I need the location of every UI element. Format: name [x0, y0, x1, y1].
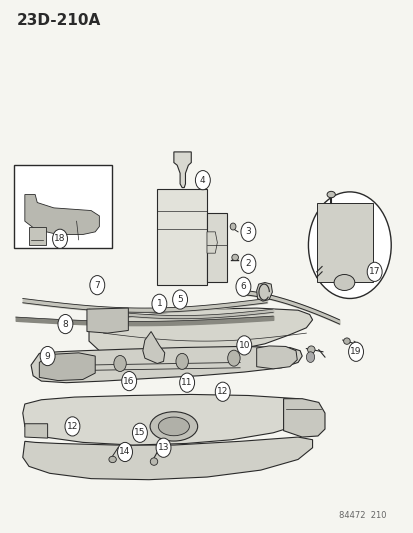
Circle shape [152, 294, 166, 313]
Polygon shape [316, 203, 372, 282]
Text: 9: 9 [45, 352, 50, 360]
Text: 17: 17 [368, 268, 380, 276]
Polygon shape [283, 399, 324, 437]
Circle shape [58, 314, 73, 334]
Text: 8: 8 [62, 320, 68, 328]
Circle shape [179, 373, 194, 392]
Ellipse shape [333, 274, 354, 290]
Ellipse shape [150, 412, 197, 441]
Circle shape [114, 356, 126, 372]
Text: 12: 12 [216, 387, 228, 396]
Polygon shape [87, 308, 128, 333]
Polygon shape [89, 308, 312, 358]
Circle shape [240, 222, 255, 241]
Text: 2: 2 [245, 260, 251, 268]
Circle shape [215, 382, 230, 401]
Circle shape [172, 290, 187, 309]
Circle shape [227, 350, 240, 366]
Polygon shape [39, 353, 95, 381]
Ellipse shape [230, 223, 235, 230]
Polygon shape [25, 424, 47, 438]
Polygon shape [256, 282, 272, 301]
Circle shape [40, 346, 55, 366]
Polygon shape [256, 346, 297, 369]
Circle shape [121, 372, 136, 391]
Polygon shape [23, 394, 312, 445]
Circle shape [236, 336, 251, 355]
Ellipse shape [109, 456, 116, 463]
Ellipse shape [150, 458, 157, 465]
Circle shape [348, 342, 363, 361]
Polygon shape [25, 195, 99, 235]
Text: 5: 5 [177, 295, 183, 304]
Circle shape [366, 262, 381, 281]
Text: 14: 14 [119, 448, 131, 456]
Circle shape [306, 352, 314, 362]
Text: 23D-210A: 23D-210A [17, 13, 101, 28]
Circle shape [90, 276, 104, 295]
Polygon shape [157, 189, 206, 285]
Polygon shape [142, 332, 164, 364]
Text: 1: 1 [156, 300, 162, 308]
Text: 12: 12 [66, 422, 78, 431]
FancyBboxPatch shape [14, 165, 112, 248]
Circle shape [308, 192, 390, 298]
Text: 3: 3 [245, 228, 251, 236]
Text: 11: 11 [181, 378, 192, 387]
Ellipse shape [326, 191, 335, 198]
Text: 4: 4 [199, 176, 205, 184]
Circle shape [156, 438, 171, 457]
Text: 13: 13 [157, 443, 169, 452]
Circle shape [52, 229, 67, 248]
Text: 19: 19 [349, 348, 361, 356]
Ellipse shape [158, 417, 189, 436]
Ellipse shape [343, 338, 349, 344]
Circle shape [117, 442, 132, 462]
Polygon shape [206, 232, 217, 253]
Text: 15: 15 [134, 429, 145, 437]
Circle shape [235, 277, 250, 296]
Circle shape [65, 417, 80, 436]
Text: 10: 10 [238, 341, 249, 350]
Circle shape [195, 171, 210, 190]
Circle shape [176, 353, 188, 369]
Circle shape [132, 423, 147, 442]
Text: 16: 16 [123, 377, 135, 385]
Circle shape [240, 254, 255, 273]
Polygon shape [31, 346, 301, 383]
Text: 7: 7 [94, 281, 100, 289]
Polygon shape [29, 227, 45, 245]
Ellipse shape [307, 346, 314, 353]
Text: 6: 6 [240, 282, 246, 291]
Polygon shape [23, 437, 312, 480]
Ellipse shape [231, 254, 238, 261]
Polygon shape [206, 213, 226, 282]
Polygon shape [173, 152, 191, 188]
Text: 18: 18 [54, 235, 66, 243]
Text: 84472  210: 84472 210 [339, 511, 386, 520]
